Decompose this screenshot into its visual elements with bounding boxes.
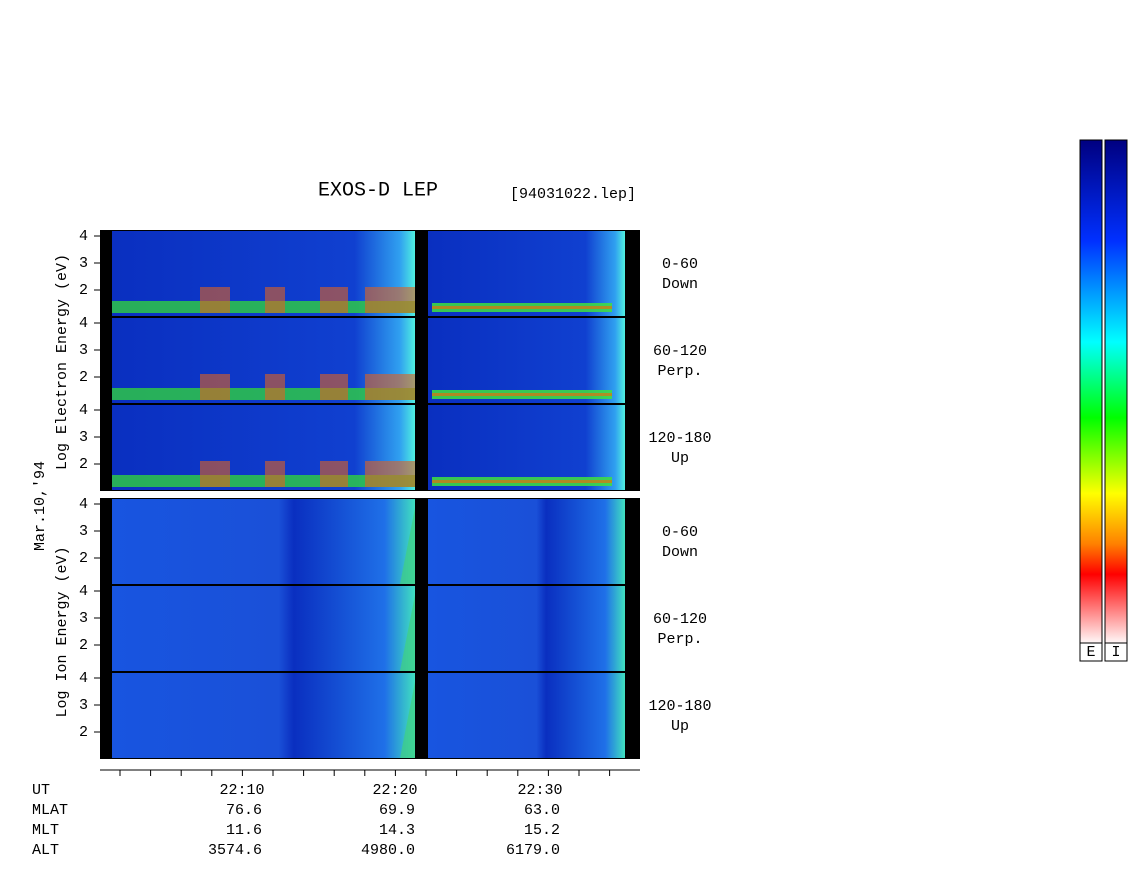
flux-burst (365, 287, 415, 313)
y-tick-label: 3 (79, 255, 88, 272)
y-tick-label: 4 (79, 496, 88, 513)
flux-band (432, 306, 612, 309)
row-name: UT (32, 782, 50, 799)
colorbar-label: E (1086, 644, 1095, 661)
direction: Up (671, 450, 689, 467)
y-tick-label: 2 (79, 724, 88, 741)
direction: Perp. (657, 363, 702, 380)
colorbar-label-box (1104, 642, 1128, 662)
y-tick-label: 2 (79, 637, 88, 654)
flux-edge (400, 595, 415, 671)
spectrogram (112, 586, 415, 671)
y-label: Log Ion Energy (eV) (54, 546, 71, 717)
colorbar (1079, 139, 1103, 646)
x-tick-label: 22:10 (219, 782, 264, 799)
row-value: 63.0 (524, 802, 560, 819)
flux-edge (400, 508, 415, 584)
direction: Down (662, 276, 698, 293)
spectrogram (428, 318, 625, 403)
row-value: 4980.0 (361, 842, 415, 859)
flux-burst (265, 287, 285, 313)
flux-band (432, 393, 612, 396)
row-value: 15.2 (524, 822, 560, 839)
x-tick-label: 22:20 (372, 782, 417, 799)
spectrogram (428, 405, 625, 490)
row-value: 11.6 (226, 822, 262, 839)
flux-burst (200, 461, 230, 487)
pitch-angle: 0-60 (662, 256, 698, 273)
y-tick-label: 3 (79, 429, 88, 446)
direction: Down (662, 544, 698, 561)
flux-burst (320, 461, 348, 487)
y-tick-label: 2 (79, 456, 88, 473)
direction: Up (671, 718, 689, 735)
flux-burst (265, 374, 285, 400)
date: Mar.10,'94 (32, 461, 49, 551)
spectrogram (428, 499, 625, 584)
spectrogram (428, 673, 625, 758)
y-label: Log Electron Energy (eV) (54, 254, 71, 470)
pitch-angle: 0-60 (662, 524, 698, 541)
pitch-angle: 120-180 (648, 430, 711, 447)
y-tick-label: 3 (79, 610, 88, 627)
pitch-angle: 60-120 (653, 343, 707, 360)
row-value: 14.3 (379, 822, 415, 839)
colorbar (1104, 139, 1128, 646)
row-name: ALT (32, 842, 59, 859)
y-tick-label: 4 (79, 583, 88, 600)
y-tick-label: 3 (79, 342, 88, 359)
row-value: 3574.6 (208, 842, 262, 859)
flux-burst (320, 374, 348, 400)
pitch-angle: 60-120 (653, 611, 707, 628)
row-value: 69.9 (379, 802, 415, 819)
flux-burst (320, 287, 348, 313)
flux-burst (365, 374, 415, 400)
row-name: MLT (32, 822, 59, 839)
spectrogram (428, 231, 625, 316)
y-tick-label: 4 (79, 228, 88, 245)
flux-band (432, 480, 612, 483)
flux-burst (265, 461, 285, 487)
y-tick-label: 2 (79, 282, 88, 299)
title: EXOS-D LEP (318, 179, 438, 202)
spectrogram (428, 586, 625, 671)
colorbar-label-box (1079, 642, 1103, 662)
separator (100, 491, 640, 498)
spectrogram (112, 673, 415, 758)
row-value: 6179.0 (506, 842, 560, 859)
y-tick-label: 4 (79, 402, 88, 419)
y-tick-label: 4 (79, 670, 88, 687)
pitch-angle: 120-180 (648, 698, 711, 715)
y-tick-label: 2 (79, 369, 88, 386)
direction: Perp. (657, 631, 702, 648)
flux-edge (400, 682, 415, 758)
x-tick-label: 22:30 (517, 782, 562, 799)
row-name: MLAT (32, 802, 68, 819)
y-tick-label: 3 (79, 697, 88, 714)
colorbar-label: I (1111, 644, 1120, 661)
file-name: [94031022.lep] (510, 186, 636, 203)
flux-burst (365, 461, 415, 487)
flux-burst (200, 287, 230, 313)
flux-burst (200, 374, 230, 400)
y-tick-label: 4 (79, 315, 88, 332)
y-tick-label: 3 (79, 523, 88, 540)
spectrogram (112, 499, 415, 584)
y-tick-label: 2 (79, 550, 88, 567)
row-value: 76.6 (226, 802, 262, 819)
